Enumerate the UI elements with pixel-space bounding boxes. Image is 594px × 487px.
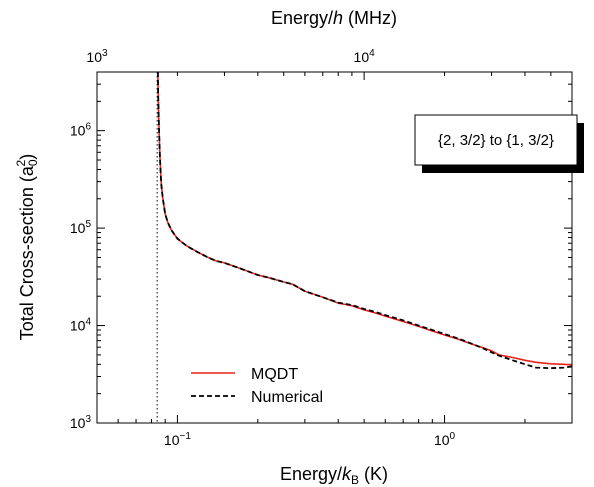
numerical-series-line: [157, 72, 572, 370]
bottom-axis-label-main: Energy/: [280, 464, 342, 484]
y-tick-label: 106: [70, 122, 92, 139]
annotation-text: {2, 3/2} to {1, 3/2}: [438, 132, 554, 149]
top-axis-label-main: Energy/: [271, 8, 333, 28]
y-tick-label: 103: [70, 414, 92, 431]
top-axis-label: Energy/h (MHz): [271, 8, 397, 28]
plot-frame: [96, 71, 573, 424]
legend-label-mqdt: MQDT: [251, 366, 298, 383]
axis-ticks: [96, 71, 573, 424]
bottom-tick-label: 10−1: [164, 431, 191, 448]
bottom-axis-label: Energy/kB (K): [280, 464, 388, 487]
annotation-box: {2, 3/2} to {1, 3/2}: [414, 114, 584, 173]
tick-labels: 10−1 100 103 104 103 104 105 106: [70, 48, 456, 448]
bottom-axis-label-tail: (K): [359, 464, 388, 484]
y-axis-label-sup: 2: [14, 159, 28, 166]
top-axis-label-italic: h: [333, 8, 343, 28]
bottom-axis-label-sub: B: [351, 473, 359, 487]
legend-label-numerical: Numerical: [251, 389, 323, 406]
y-axis-label-sub: 0: [26, 159, 40, 166]
y-tick-label: 104: [70, 317, 92, 334]
y-tick-label: 105: [70, 219, 92, 236]
top-tick-label: 104: [354, 48, 376, 65]
top-axis-label-tail: (MHz): [343, 8, 397, 28]
bottom-tick-label: 100: [434, 431, 456, 448]
top-tick-label: 103: [86, 48, 108, 65]
y-axis-label: Total Cross-section (a02): [14, 154, 40, 340]
bottom-axis-label-italic: k: [342, 464, 352, 484]
y-axis-label-main: Total Cross-section (a: [17, 165, 37, 340]
annotation-frame: [414, 114, 578, 166]
legend: MQDT Numerical: [191, 366, 323, 406]
y-axis-label-tail: ): [17, 154, 37, 160]
